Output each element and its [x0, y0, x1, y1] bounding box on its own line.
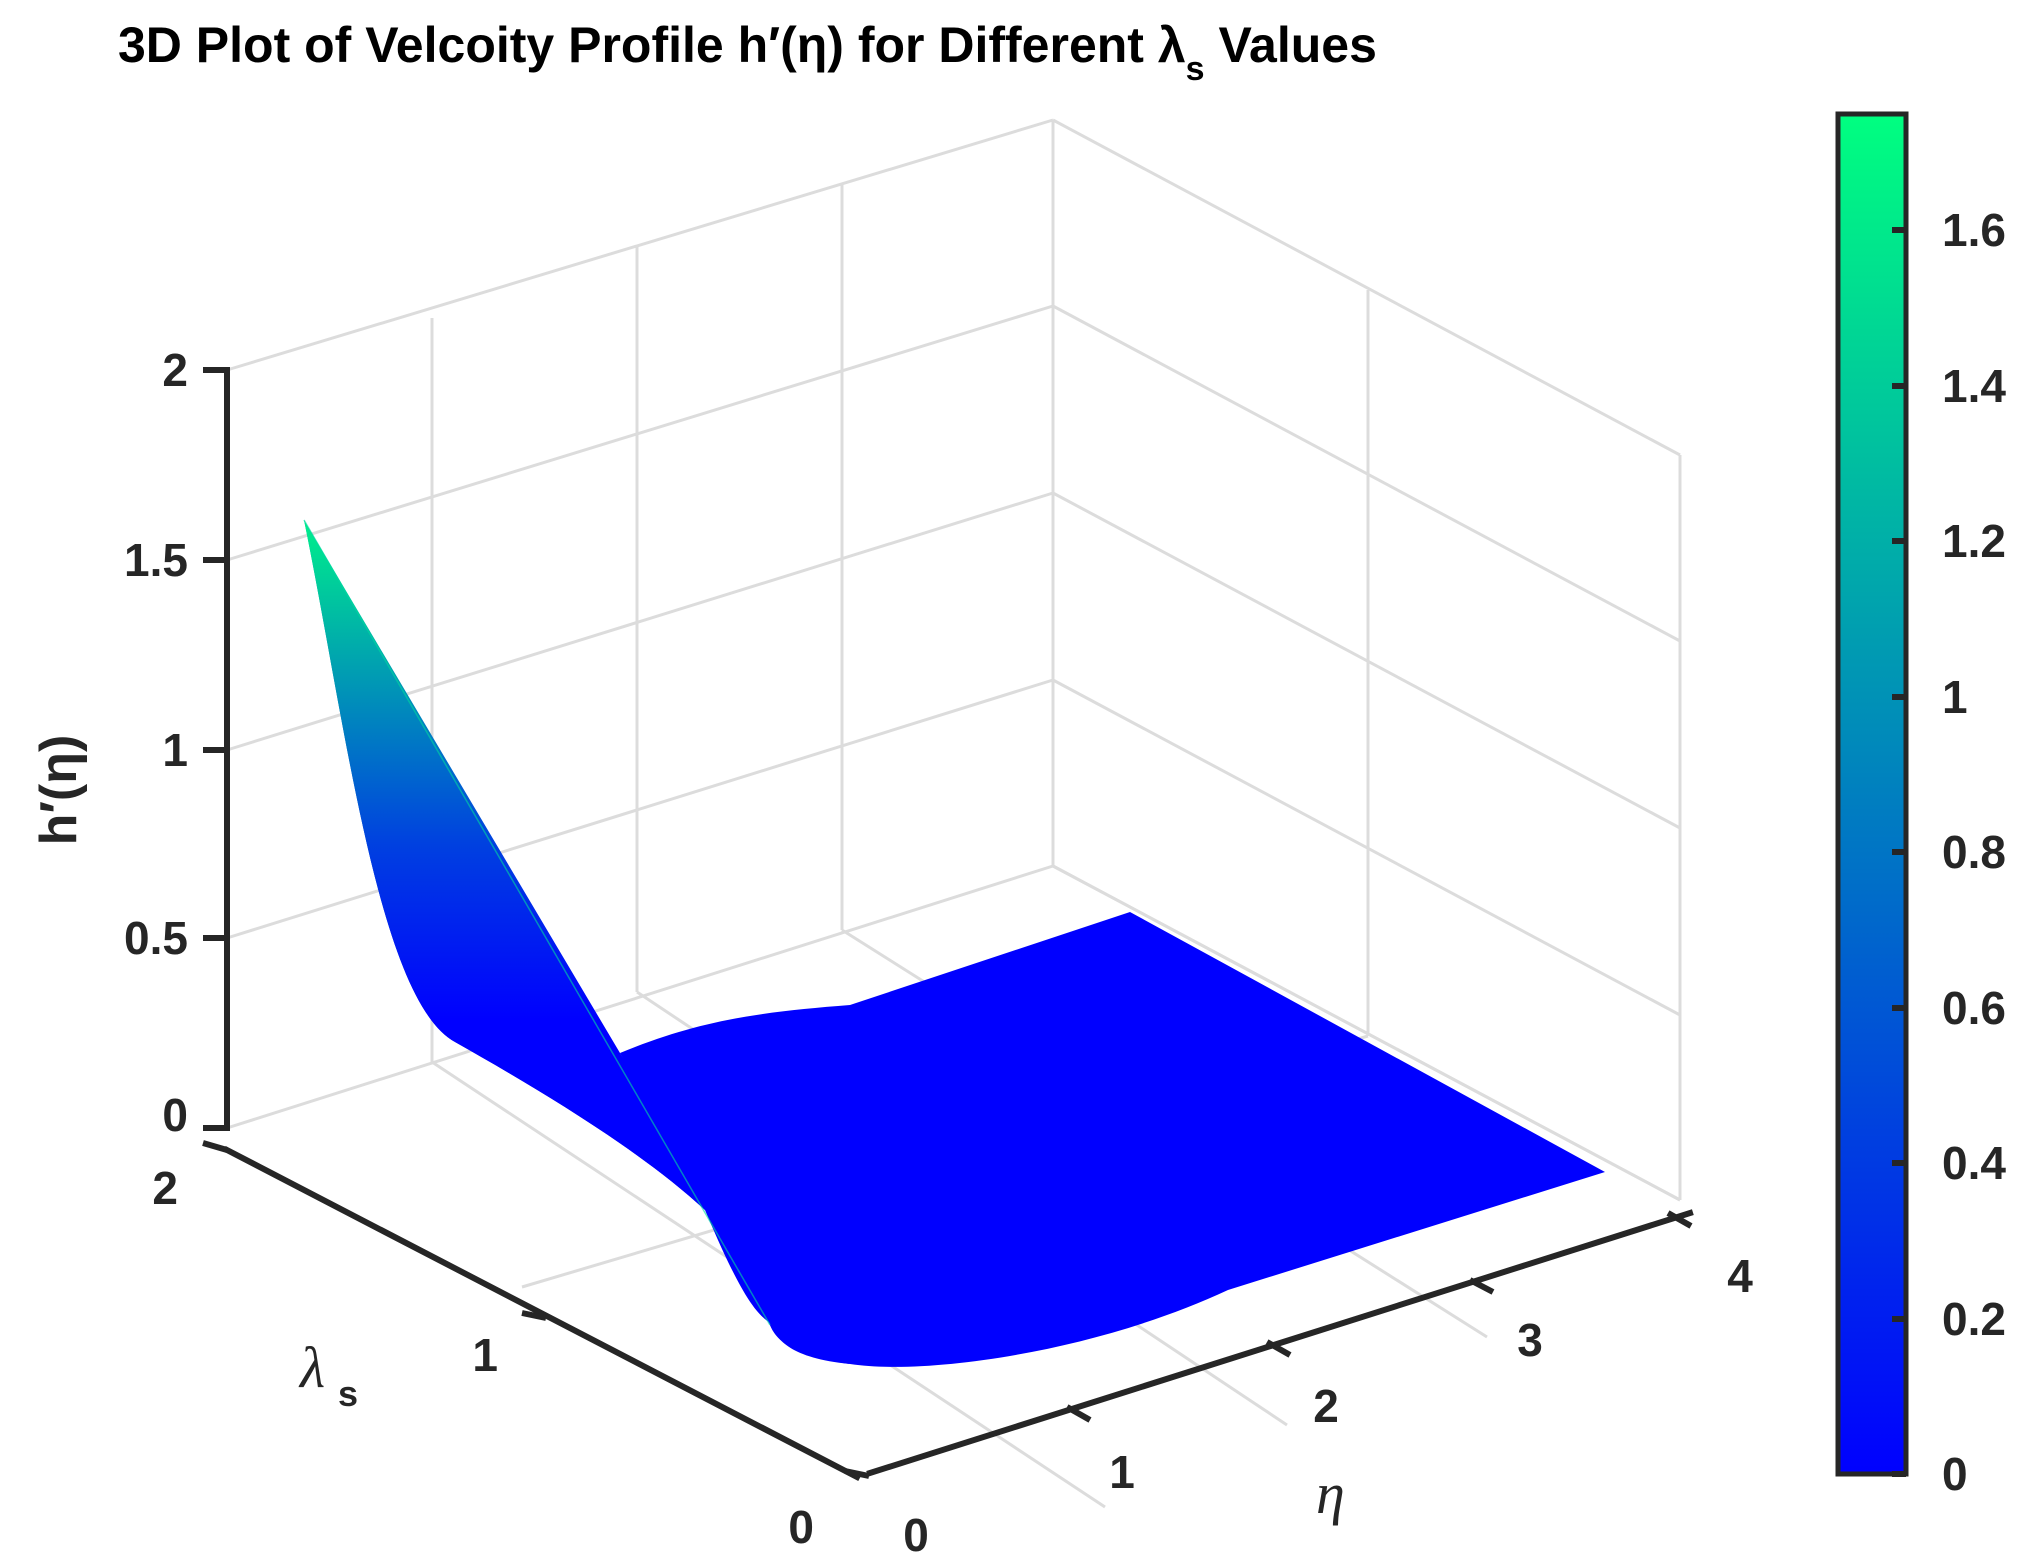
colorbar-tick-label: 1 — [1942, 671, 1968, 723]
x-tick-label: 3 — [1517, 1314, 1543, 1366]
y-tick — [844, 1468, 870, 1479]
y-tick-label: 0 — [788, 1501, 814, 1553]
grid-line — [1052, 678, 1681, 1017]
z-tick-label: 0.5 — [124, 912, 188, 964]
x-tick-labels: 0 1 2 3 4 — [903, 1250, 1753, 1561]
x-tick-label: 4 — [1727, 1250, 1753, 1302]
colorbar-gradient — [1835, 111, 1909, 1477]
y-tick-label: 1 — [472, 1329, 498, 1381]
title-subscript: s — [1186, 50, 1205, 88]
z-tick-label: 1.5 — [124, 534, 188, 586]
grid-line — [226, 678, 1054, 940]
grid-line — [226, 304, 1054, 562]
colorbar-tick-label: 0 — [1942, 1448, 1968, 1500]
surface — [303, 519, 1605, 1367]
grid-line — [1052, 304, 1681, 643]
svg-text:η: η — [1316, 1461, 1345, 1526]
colorbar-tick-label: 0.6 — [1942, 982, 2006, 1034]
surface-flat-region — [620, 912, 1605, 1367]
colorbar-tick-label: 1.6 — [1942, 204, 2006, 256]
x-tick-label: 2 — [1313, 1380, 1339, 1432]
z-tick-labels: 2 1.5 1 0.5 0 — [124, 344, 188, 1141]
y-tick-labels: 2 1 0 — [152, 1162, 814, 1553]
x-tick — [1065, 1404, 1092, 1423]
chart-title: 3D Plot of Velcoity Profile h′(η) for Di… — [118, 17, 1377, 88]
z-tick-label: 2 — [162, 344, 188, 396]
x-tick — [1265, 1339, 1292, 1358]
x-axis-line — [866, 1209, 1694, 1477]
colorbar: 0 0.2 0.4 0.6 0.8 1 1.2 1.4 1.6 — [1835, 111, 2006, 1500]
x-tick-label: 0 — [903, 1509, 929, 1561]
colorbar-tick-label: 0.8 — [1942, 826, 2006, 878]
x-tick — [1468, 1277, 1495, 1295]
z-tick-label: 0 — [162, 1089, 188, 1141]
title-end: Values — [1205, 17, 1377, 73]
grid-line — [1052, 491, 1681, 830]
svg-text:s: s — [338, 1373, 358, 1414]
colorbar-tick-label: 1.2 — [1942, 515, 2006, 567]
grid-line — [1052, 118, 1681, 457]
svg-text:3D Plot of Velcoity Profile h′: 3D Plot of Velcoity Profile h′(η) for Di… — [118, 17, 1377, 88]
x-tick-label: 1 — [1109, 1446, 1135, 1498]
z-tick-label: 1 — [162, 724, 188, 776]
axes — [202, 367, 1694, 1482]
surface-ridge-edge — [303, 519, 771, 1326]
grid-line — [1052, 864, 1681, 1202]
svg-text:λ: λ — [298, 1335, 325, 1400]
title-main: 3D Plot of Velcoity Profile h′(η) for Di… — [118, 17, 1186, 73]
y-axis-label: λ s — [298, 1335, 358, 1414]
grid-line — [226, 118, 1054, 372]
colorbar-tick-label: 0.2 — [1942, 1293, 2006, 1345]
y-tick — [202, 1140, 228, 1153]
colorbar-tick-label: 0.4 — [1942, 1137, 2006, 1189]
x-axis-label: η — [1316, 1461, 1345, 1526]
x-tick — [1666, 1210, 1693, 1229]
colorbar-tick-label: 1.4 — [1942, 360, 2006, 412]
y-tick-label: 2 — [152, 1162, 178, 1214]
y-tick — [521, 1310, 547, 1321]
svg-text:h′(η): h′(η) — [30, 735, 88, 846]
y-axis-line — [222, 1145, 862, 1482]
z-axis-label: h′(η) — [30, 735, 88, 846]
surface-ridge — [304, 520, 850, 1364]
grid-line — [226, 864, 1054, 1130]
